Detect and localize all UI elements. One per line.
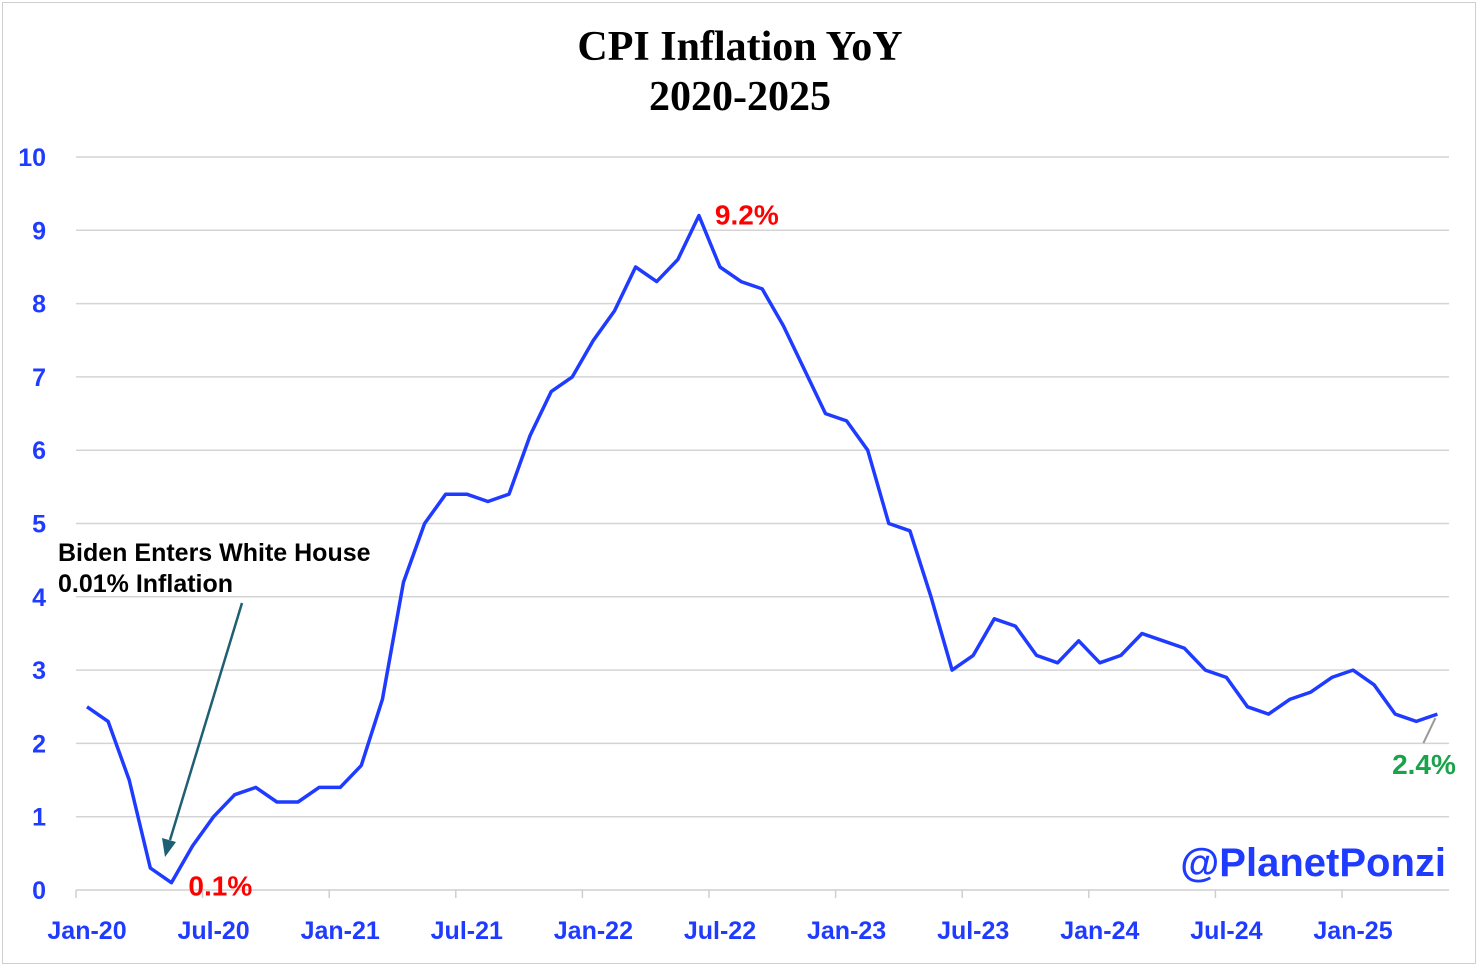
x-tick-label: Jan-21	[301, 917, 380, 945]
x-tick-label: Jan-20	[47, 917, 126, 945]
y-axis-ticks: 0 1 2 3 4 5 6 7 8 9 10	[18, 144, 46, 905]
y-tick-label: 10	[18, 144, 46, 172]
x-tick-label: Jan-22	[554, 917, 633, 945]
x-tick-label: Jan-25	[1313, 917, 1392, 945]
data-label-low: 0.1%	[188, 871, 252, 902]
y-tick-label: 5	[32, 511, 46, 539]
x-tick-label: Jul-24	[1190, 917, 1262, 945]
annotations: Biden Enters White House 0.01% Inflation…	[58, 200, 1456, 902]
biden-arrowhead-icon	[162, 838, 176, 857]
data-label-last: 2.4%	[1392, 749, 1456, 780]
y-tick-label: 9	[32, 217, 46, 245]
data-label-peak: 9.2%	[715, 200, 779, 231]
y-tick-label: 4	[32, 584, 46, 612]
y-tick-label: 8	[32, 291, 46, 319]
y-tick-label: 6	[32, 437, 46, 465]
y-tick-label: 7	[32, 364, 46, 392]
y-tick-label: 3	[32, 657, 46, 685]
watermark: @PlanetPonzi	[1180, 841, 1446, 885]
gridlines	[76, 156, 1449, 818]
chart-title-block: CPI Inflation YoY 2020-2025	[0, 22, 1480, 122]
x-tick-label: Jul-22	[684, 917, 756, 945]
y-tick-label: 1	[32, 804, 46, 832]
x-axis	[75, 889, 1449, 898]
y-tick-label: 2	[32, 730, 46, 758]
annotation-biden-line1: Biden Enters White House	[58, 539, 371, 567]
chart-subtitle: 2020-2025	[649, 74, 831, 120]
x-tick-label: Jan-24	[1060, 917, 1139, 945]
x-tick-label: Jan-23	[807, 917, 886, 945]
x-tick-label: Jul-21	[431, 917, 503, 945]
last-label-leader	[1422, 717, 1437, 744]
biden-arrow	[168, 602, 244, 841]
x-tick-label: Jul-23	[937, 917, 1009, 945]
annotation-biden-line2: 0.01% Inflation	[58, 570, 233, 598]
y-tick-label: 0	[32, 877, 46, 905]
x-axis-ticks: Jan-20 Jul-20 Jan-21 Jul-21 Jan-22 Jul-22 Jan-…	[47, 917, 1392, 945]
series-line-cpi	[86, 213, 1438, 885]
x-tick-label: Jul-20	[177, 917, 249, 945]
chart-title: CPI Inflation YoY	[577, 24, 903, 70]
